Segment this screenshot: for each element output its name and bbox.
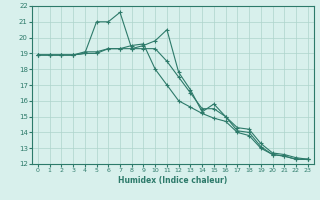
X-axis label: Humidex (Indice chaleur): Humidex (Indice chaleur) [118,176,228,185]
